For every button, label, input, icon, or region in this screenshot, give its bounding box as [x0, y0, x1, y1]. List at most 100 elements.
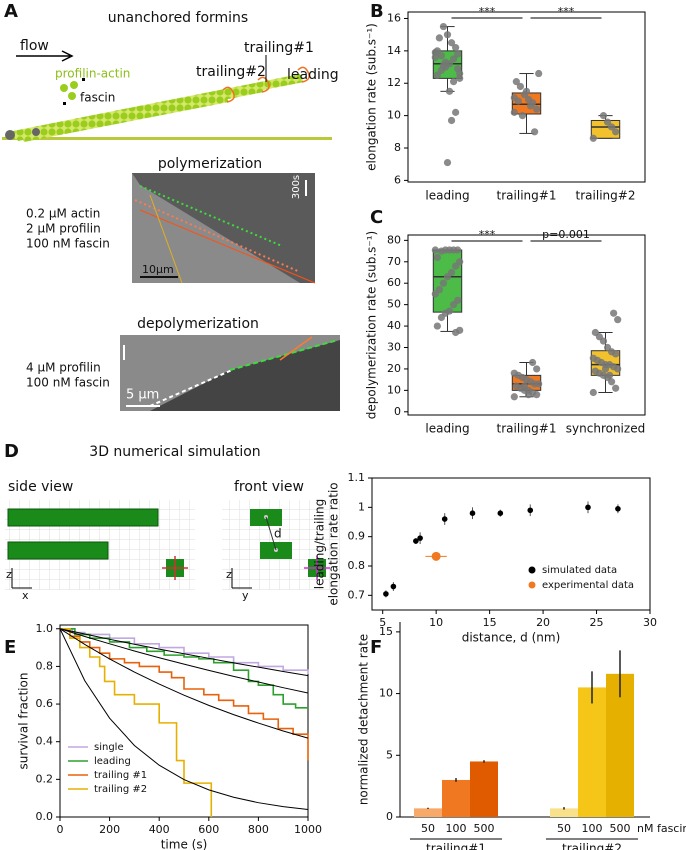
y-tick-label: 8	[394, 141, 401, 154]
trace	[139, 185, 283, 247]
panel-label: F	[370, 637, 382, 658]
bar	[550, 808, 578, 817]
trailing1-label: trailing#1	[244, 40, 314, 56]
data-point	[516, 82, 525, 91]
x-tick-label: synchronized	[566, 422, 645, 436]
data-point	[524, 391, 533, 399]
y-tick-label: 0.8	[348, 559, 366, 572]
legend-label: trailing #2	[94, 784, 147, 795]
data-point	[413, 538, 419, 544]
data-point	[452, 108, 460, 116]
data-point	[443, 158, 452, 167]
data-point	[601, 365, 610, 373]
group-label: trailing#2	[562, 842, 622, 850]
data-point	[435, 34, 443, 42]
data-point	[589, 354, 597, 362]
x-tick-label: 0	[57, 823, 64, 836]
data-point	[535, 69, 543, 78]
fit-curve	[59, 628, 309, 677]
legend-marker	[528, 566, 536, 574]
panel-d-diagram: 3D numerical simulation side view front …	[5, 444, 340, 602]
x-tick-label: 600	[198, 823, 219, 836]
x-tick-label: 10	[429, 616, 443, 629]
axis-letter: x	[22, 589, 29, 602]
data-point	[449, 55, 458, 63]
data-point	[533, 365, 541, 373]
legend-label: simulated data	[542, 565, 617, 576]
y-axis-label: elongation rate (sub.s⁻¹)	[365, 23, 379, 171]
d-label: d	[274, 527, 282, 541]
x-tick-label: 15	[483, 616, 497, 629]
y-tick-label: 30	[387, 341, 401, 354]
y-tick-label: 1	[358, 500, 365, 513]
legend-label: experimental data	[542, 580, 634, 591]
data-point	[433, 71, 441, 79]
bar	[578, 687, 606, 817]
data-point	[603, 343, 612, 352]
flow-arrow	[16, 50, 74, 62]
data-point	[431, 290, 439, 298]
y-tick-label: 0.6	[36, 697, 54, 710]
condition: 0.2 µM actin	[26, 207, 100, 221]
data-point	[433, 322, 441, 330]
time-label: 300s	[291, 175, 302, 199]
y-tick-label: 0.7	[348, 588, 366, 601]
data-point	[449, 301, 458, 309]
legend-label: leading	[94, 756, 131, 767]
data-point	[452, 262, 460, 270]
x-tick-label: 800	[248, 823, 269, 836]
filament	[20, 94, 229, 142]
x-tick-label: 5	[379, 616, 386, 629]
x-tick-label: 500	[610, 822, 631, 835]
significance-label: ***	[558, 5, 575, 18]
scale-label: 5 µm	[126, 388, 159, 403]
view-label: front view	[234, 479, 304, 495]
y-tick-label: 80	[387, 233, 401, 246]
significance-label: p=0.001	[542, 228, 590, 241]
data-point	[510, 94, 518, 102]
trace	[229, 339, 339, 371]
data-point	[452, 44, 460, 52]
y-tick-label: 6	[394, 173, 401, 186]
axis-letter: z	[6, 568, 12, 581]
data-point	[610, 309, 618, 317]
x-tick-label: leading	[425, 422, 469, 436]
unit-label: nM fascin	[637, 822, 686, 835]
data-point	[512, 382, 520, 390]
x-tick-label: trailing#1	[497, 189, 557, 203]
data-point	[589, 388, 597, 397]
data-point	[510, 369, 518, 377]
bar	[414, 808, 442, 817]
significance-label: ***	[479, 228, 496, 241]
y-tick-label: 5	[386, 748, 393, 761]
trace	[149, 194, 183, 284]
x-tick-label: 400	[149, 823, 170, 836]
condition: 2 µM profilin	[26, 222, 101, 236]
y-tick-label: 20	[387, 362, 401, 375]
fit-curve	[59, 628, 309, 694]
profilin-actin-label: profilin-actin	[55, 67, 130, 81]
fascin-label: fascin	[80, 91, 115, 105]
trailing2-label: trailing#2	[196, 64, 266, 80]
data-point	[431, 53, 439, 61]
y-tick-label: 14	[387, 44, 401, 57]
x-tick-label: leading	[425, 189, 469, 203]
data-point	[607, 123, 616, 131]
y-tick-label: 0	[394, 405, 401, 418]
y-tick-label: 1.1	[348, 471, 366, 484]
x-tick-label: 25	[590, 616, 604, 629]
axes-glyph	[231, 568, 252, 589]
plot-frame	[407, 234, 646, 416]
x-tick-label: trailing#1	[497, 422, 557, 436]
data-point	[531, 128, 539, 136]
trace	[139, 209, 316, 284]
data-point	[469, 510, 476, 516]
plot-frame	[407, 11, 646, 183]
significance-label: ***	[479, 5, 496, 18]
formin	[257, 76, 270, 93]
x-tick-label: 100	[446, 822, 467, 835]
data-point	[518, 112, 527, 120]
trace	[279, 336, 313, 361]
data-point	[417, 535, 423, 541]
